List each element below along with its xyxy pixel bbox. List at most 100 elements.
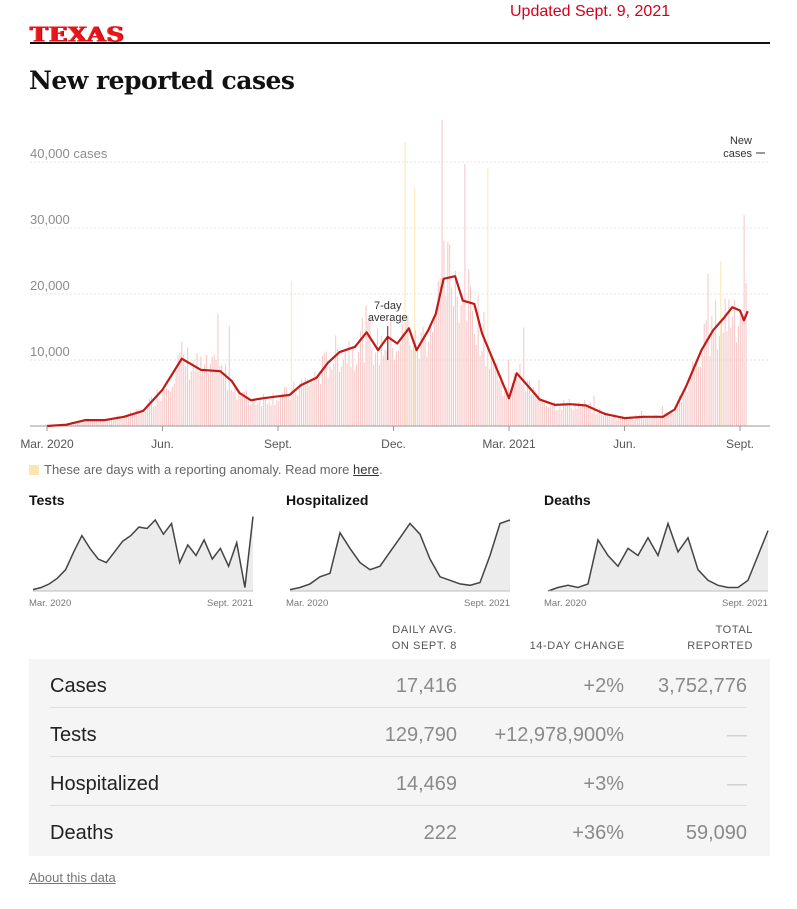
daily-case-bar — [462, 299, 464, 426]
daily-case-bar — [270, 405, 272, 426]
about-this-data-link[interactable]: About this data — [29, 870, 116, 885]
daily-case-bar — [443, 240, 445, 426]
daily-case-bar — [293, 381, 295, 426]
daily-case-bar — [466, 320, 468, 426]
daily-case-bar — [633, 419, 635, 426]
daily-case-bar — [707, 274, 709, 426]
x-tick-label: Jun. — [151, 437, 174, 451]
daily-case-bar — [188, 379, 190, 426]
daily-case-bar — [299, 383, 301, 426]
daily-case-bar — [221, 364, 223, 426]
daily-case-bar — [110, 420, 113, 426]
daily-case-bar — [323, 352, 325, 426]
daily-case-bar — [101, 419, 103, 426]
daily-case-bar — [498, 380, 500, 426]
x-tick-label: Sept. — [264, 437, 292, 451]
daily-case-bar — [186, 347, 189, 426]
daily-case-bar — [86, 418, 88, 426]
daily-case-bar — [435, 307, 437, 426]
daily-case-bar — [525, 390, 527, 426]
daily-case-bar — [318, 378, 320, 426]
daily-case-bar — [549, 406, 551, 426]
daily-case-bar — [416, 348, 418, 426]
daily-case-bar — [340, 366, 342, 426]
anomaly-text: These are days with a reporting anomaly.… — [44, 462, 354, 477]
daily-case-bar — [722, 332, 724, 426]
mini-sparkline-hospitalized: Mar. 2020 Sept. 2021 — [286, 519, 511, 609]
daily-case-bar — [107, 418, 109, 426]
daily-case-bar — [148, 398, 151, 426]
daily-case-bar — [481, 351, 483, 426]
anomaly-swatch — [29, 465, 39, 475]
daily-case-bar — [716, 349, 719, 426]
daily-case-bar — [542, 402, 544, 426]
daily-case-bar — [682, 391, 684, 426]
row-total: — — [727, 724, 747, 746]
sparkline-line — [32, 516, 254, 591]
daily-case-bar — [139, 412, 141, 426]
daily-case-bar — [390, 315, 392, 426]
daily-case-bar — [658, 418, 660, 426]
daily-case-bar — [185, 366, 187, 426]
daily-case-bar — [593, 395, 595, 426]
daily-case-bar — [147, 403, 149, 426]
daily-case-bar — [103, 420, 105, 426]
daily-case-bar — [597, 412, 599, 426]
daily-case-bar — [373, 365, 375, 426]
daily-case-bar — [74, 422, 76, 426]
daily-case-bar — [357, 352, 360, 426]
sparkline-end-label: Sept. 2021 — [207, 598, 253, 609]
daily-case-bar — [553, 402, 555, 426]
daily-case-bar — [587, 403, 589, 426]
daily-case-bar — [280, 396, 282, 426]
summary-table: Cases 17,416 +2% 3,752,776 Tests 129,790… — [29, 659, 770, 856]
daily-case-bar — [572, 410, 574, 426]
daily-case-bar — [198, 371, 200, 426]
daily-case-bar — [601, 414, 603, 426]
daily-case-bar — [365, 305, 367, 426]
daily-case-bar — [639, 415, 641, 426]
daily-case-bar — [304, 377, 306, 426]
daily-case-bar — [640, 410, 643, 426]
sparkline-area — [33, 516, 253, 591]
daily-case-bar — [145, 411, 147, 426]
daily-case-bar — [585, 407, 588, 426]
daily-case-bar — [532, 387, 534, 426]
daily-case-bar — [551, 406, 553, 426]
daily-case-bar — [359, 331, 361, 426]
updated-date: Updated Sept. 9, 2021 — [510, 3, 671, 20]
daily-case-bar — [310, 378, 312, 426]
daily-case-bar — [502, 396, 504, 426]
read-more-link[interactable]: here — [353, 462, 380, 477]
row-daily-avg: 129,790 — [384, 724, 457, 746]
mini-title-tests: Tests — [29, 492, 65, 508]
daily-case-bar — [224, 364, 227, 426]
daily-case-bar — [300, 379, 303, 426]
daily-case-bar — [475, 344, 477, 426]
daily-case-bar — [509, 398, 512, 426]
daily-case-bar — [338, 371, 341, 426]
daily-case-bar — [432, 332, 434, 426]
daily-case-bar — [460, 304, 462, 426]
sparkline-end-label: Sept. 2021 — [464, 598, 510, 609]
daily-case-bar — [652, 416, 654, 426]
daily-case-bar — [696, 364, 698, 426]
daily-case-bar — [243, 391, 246, 426]
sparkline-line — [289, 519, 511, 591]
mini-title-hospitalized: Hospitalized — [286, 492, 369, 508]
daily-case-bar — [274, 404, 276, 426]
new-cases-annotation-label: cases — [723, 148, 752, 160]
y-tick-label: 40,000 cases — [30, 146, 108, 161]
daily-case-bar — [183, 354, 185, 426]
header-daily-avg-line2: ON SEPT. 8 — [391, 640, 457, 652]
daily-case-bar — [329, 366, 331, 426]
daily-case-bar — [492, 361, 494, 426]
header-daily-avg: DAILY AVG. ON SEPT. 8 — [360, 622, 457, 654]
daily-case-bar — [730, 327, 732, 426]
daily-case-bar — [595, 414, 597, 426]
daily-case-bar — [534, 389, 536, 426]
daily-case-bar — [319, 384, 322, 426]
daily-case-bar — [352, 348, 354, 426]
daily-case-bar — [386, 350, 388, 426]
daily-case-bar — [608, 414, 610, 426]
